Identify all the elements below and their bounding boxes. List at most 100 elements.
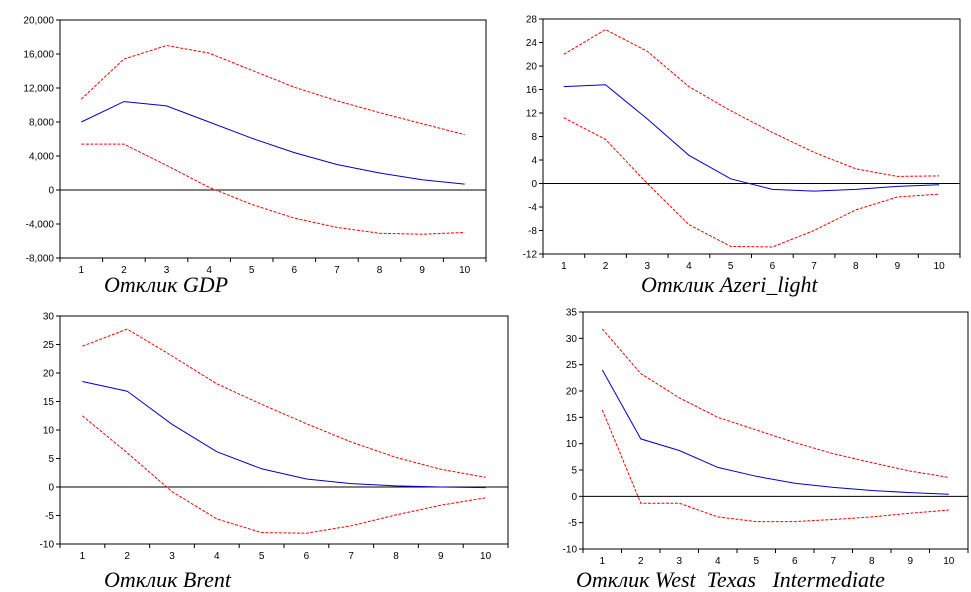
x-tick-label: 3 — [676, 556, 682, 567]
x-tick-label: 10 — [943, 556, 955, 567]
y-tick-label: 30 — [566, 334, 578, 345]
y-tick-label: 0 — [571, 492, 577, 503]
x-tick-label: 7 — [830, 556, 836, 567]
x-tick-label: 6 — [304, 551, 310, 562]
y-tick-label: 12 — [526, 109, 538, 120]
y-tick-label: -5 — [568, 518, 577, 529]
x-tick-label: 1 — [80, 551, 86, 562]
y-tick-label: 28 — [526, 15, 538, 26]
y-tick-label: 30 — [43, 312, 55, 323]
y-tick-label: 20 — [43, 369, 55, 380]
x-tick-label: 2 — [603, 261, 609, 272]
y-tick-label: 4 — [531, 156, 537, 167]
x-tick-label: 1 — [599, 556, 605, 567]
y-tick-label: -8 — [528, 226, 537, 237]
series-line-response — [81, 101, 465, 185]
chart-wti-svg: -10 -5 0 5 10 15 20 25 30 35 1 2 3 4 5 6 7 8 9 10 — [563, 308, 969, 567]
plot-frame — [582, 311, 969, 550]
series-line-lower — [82, 415, 486, 534]
y-tick-label: 0 — [48, 483, 54, 494]
y-tick-label: -5 — [45, 511, 54, 522]
y-tick-label: 16 — [526, 85, 538, 96]
y-tick-label: 8 — [531, 132, 537, 143]
chart-wti-title: Отклик West Texas Intermediate — [576, 567, 885, 592]
plot-frame — [59, 315, 509, 545]
x-tick-label: 7 — [811, 261, 817, 272]
x-tick-label: 4 — [214, 551, 220, 562]
chart-wti: -10 -5 0 5 10 15 20 25 30 35 1 2 3 4 5 6 7 8 9 10 — [525, 302, 971, 567]
series-line-lower — [601, 409, 949, 523]
series-line-lower — [563, 117, 940, 248]
y-tick-label: 20 — [526, 62, 538, 73]
series-line-upper — [82, 328, 486, 478]
series-line-response — [601, 369, 949, 495]
y-tick-label: 35 — [566, 308, 578, 319]
y-tick-label: -4,000 — [26, 220, 55, 231]
y-tick-label: 10 — [566, 439, 578, 450]
x-tick-label: 4 — [686, 261, 692, 272]
y-tick-label: 15 — [43, 397, 55, 408]
x-tick-label: 6 — [292, 265, 298, 276]
x-tick-label: 3 — [644, 261, 650, 272]
y-tick-label: 12,000 — [23, 84, 54, 95]
x-tick-label: 6 — [792, 556, 798, 567]
x-tick-label: 6 — [770, 261, 776, 272]
x-tick-label: 10 — [480, 551, 492, 562]
x-tick-label: 9 — [419, 265, 425, 276]
x-tick-label: 3 — [164, 265, 170, 276]
series-line-upper — [80, 44, 465, 136]
series-line-lower — [81, 143, 465, 235]
y-tick-label: 20 — [566, 387, 578, 398]
y-tick-label: 5 — [571, 466, 577, 477]
x-tick-label: 4 — [206, 265, 212, 276]
x-tick-label: 5 — [259, 551, 265, 562]
x-tick-label: 9 — [907, 556, 913, 567]
x-tick-label: 8 — [377, 265, 383, 276]
y-tick-label: -10 — [563, 545, 578, 556]
y-tick-label: 10 — [43, 426, 55, 437]
x-tick-label: 8 — [869, 556, 875, 567]
x-tick-label: 2 — [638, 556, 644, 567]
x-tick-label: 9 — [895, 261, 901, 272]
chart-brent-svg: -10 -5 0 5 10 15 20 25 30 1 2 3 4 5 6 7 8 9 10 — [40, 312, 509, 562]
x-tick-label: 7 — [334, 265, 340, 276]
x-tick-label: 1 — [561, 261, 567, 272]
y-tick-label: 25 — [43, 340, 55, 351]
y-tick-label: 8,000 — [29, 118, 54, 129]
plot-frame — [542, 18, 961, 255]
y-tick-label: 25 — [566, 360, 578, 371]
y-tick-label: -4 — [528, 203, 537, 214]
x-tick-label: 5 — [753, 556, 759, 567]
chart-gdp-svg: -8,000 -4,000 0 4,000 8,000 12,000 16,000 20,00… — [23, 16, 487, 276]
x-tick-label: 8 — [853, 261, 859, 272]
y-tick-label: 4,000 — [29, 152, 54, 163]
x-tick-label: 5 — [728, 261, 734, 272]
x-tick-label: 10 — [459, 265, 471, 276]
y-tick-label: -10 — [40, 540, 55, 551]
y-tick-label: 15 — [566, 413, 578, 424]
x-tick-label: 8 — [393, 551, 399, 562]
y-tick-label: -12 — [523, 250, 538, 261]
x-tick-label: 2 — [124, 551, 130, 562]
y-tick-label: -8,000 — [26, 254, 55, 265]
x-tick-label: 9 — [438, 551, 444, 562]
x-tick-label: 1 — [79, 265, 85, 276]
chart-gdp-title: Отклик GDP — [104, 272, 229, 297]
y-tick-label: 5 — [48, 454, 54, 465]
y-tick-label: 24 — [526, 38, 538, 49]
series-line-response — [82, 381, 486, 489]
y-tick-label: 20,000 — [23, 16, 54, 27]
chart-gdp: -8,000 -4,000 0 4,000 8,000 12,000 16,000 20,00… — [0, 8, 490, 276]
series-line-upper — [563, 29, 940, 177]
plot-frame — [59, 19, 487, 259]
y-tick-label: 0 — [48, 186, 54, 197]
chart-brent: -10 -5 0 5 10 15 20 25 30 1 2 3 4 5 6 7 8 9 10 — [0, 306, 512, 562]
x-tick-label: 10 — [934, 261, 946, 272]
chart-azeri-light: -12 -8 -4 0 4 8 12 16 20 24 28 1 2 3 4 5 6 7 8 9 10 — [495, 8, 971, 272]
x-tick-label: 7 — [348, 551, 354, 562]
series-line-response — [563, 84, 940, 192]
y-tick-label: 0 — [531, 179, 537, 190]
x-tick-label: 3 — [169, 551, 175, 562]
chart-azeri-light-title: Отклик Azeri_light — [641, 272, 818, 297]
